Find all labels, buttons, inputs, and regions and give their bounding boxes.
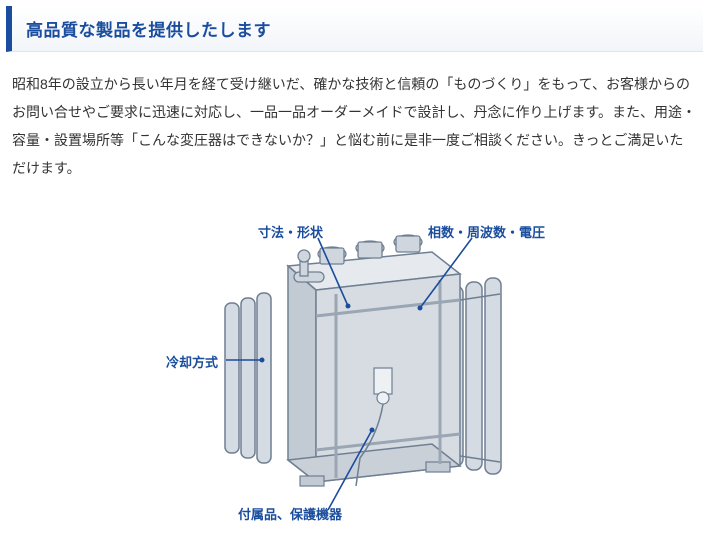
- label-cooling: 冷却方式: [166, 352, 218, 371]
- transformer-svg: [0, 198, 709, 528]
- label-phase: 相数・周波数・電圧: [428, 222, 545, 241]
- section-heading: 高品質な製品を提供したします: [6, 6, 703, 52]
- label-accessories: 付属品、保護機器: [238, 504, 342, 523]
- intro-paragraph: 昭和8年の設立から長い年月を経て受け継いだ、確かな技術と信頼の「ものづくり」をも…: [0, 70, 709, 198]
- label-dimensions: 寸法・形状: [258, 222, 323, 241]
- transformer-diagram: 寸法・形状 相数・周波数・電圧 冷却方式 付属品、保護機器: [0, 198, 709, 528]
- section-heading-text: 高品質な製品を提供したします: [26, 21, 271, 40]
